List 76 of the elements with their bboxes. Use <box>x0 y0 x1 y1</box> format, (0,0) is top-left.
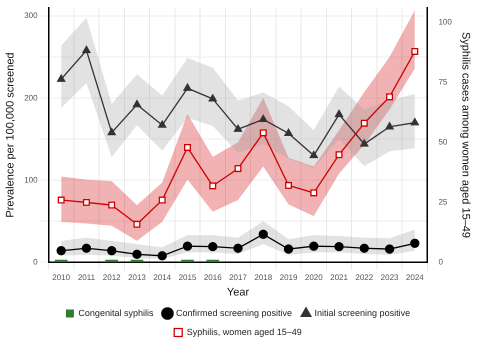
point <box>183 84 192 91</box>
y-tick-label: 300 <box>24 11 38 20</box>
point <box>386 93 394 100</box>
point <box>158 120 166 128</box>
y-tick-label: 0 <box>33 257 38 266</box>
x-tick-label: 2010 <box>52 273 71 282</box>
y2-axis-title: Syphilis cases among women aged 15–49 <box>459 32 472 238</box>
y2-tick-label: 75 <box>438 77 448 86</box>
y-tick-label: 200 <box>24 93 38 102</box>
legend-label: Confirmed screening positive <box>176 308 292 318</box>
x-tick-label: 2019 <box>280 273 298 282</box>
point <box>108 202 116 209</box>
point <box>158 196 166 204</box>
point <box>158 251 167 260</box>
point <box>108 128 116 136</box>
point <box>208 242 218 252</box>
x-tick-label: 2020 <box>304 273 324 282</box>
point <box>285 182 292 189</box>
point <box>56 246 66 256</box>
point <box>384 244 394 254</box>
point <box>284 128 293 136</box>
x-tick-label: 2022 <box>355 273 374 282</box>
point <box>58 196 65 204</box>
point <box>410 238 420 248</box>
point <box>360 244 369 253</box>
y2-tick-label: 0 <box>438 257 444 266</box>
point <box>411 48 418 55</box>
point <box>360 139 368 147</box>
point <box>133 220 140 228</box>
point <box>82 244 92 253</box>
y2-tick-label: 50 <box>438 137 448 146</box>
point <box>82 46 91 54</box>
point <box>310 150 318 158</box>
point <box>233 244 243 253</box>
point <box>410 118 419 126</box>
point <box>385 122 394 130</box>
x-tick-label: 2021 <box>330 273 348 282</box>
point <box>234 124 242 132</box>
point <box>259 114 268 122</box>
legend-label: Congenital syphilis <box>78 308 154 318</box>
y-axis-title: Prevalence per 100,000 screened <box>4 52 17 218</box>
x-tick-label: 2012 <box>102 273 122 282</box>
point <box>182 242 192 251</box>
legend-label: Initial screening positive <box>314 308 410 318</box>
x-tick-label: 2024 <box>406 273 424 282</box>
point <box>57 74 66 82</box>
point <box>107 246 116 256</box>
x-axis-title: Year <box>226 286 250 298</box>
point <box>334 110 344 118</box>
x-tick-label: 2013 <box>128 273 146 282</box>
point <box>82 198 90 206</box>
y-tick-label: 100 <box>24 175 38 184</box>
point <box>310 189 318 196</box>
point <box>336 151 343 158</box>
x-tick-label: 2011 <box>78 273 96 282</box>
point <box>132 100 142 108</box>
x-tick-label: 2018 <box>254 273 273 282</box>
point <box>260 129 267 136</box>
point <box>208 94 217 102</box>
x-tick-label: 2015 <box>178 273 197 282</box>
point <box>360 120 368 127</box>
point <box>258 230 268 239</box>
point <box>132 250 142 259</box>
x-tick-label: 2016 <box>204 273 222 282</box>
legend-label: Syphilis, women aged 15–49 <box>186 326 302 337</box>
point <box>234 165 242 172</box>
x-tick-label: 2017 <box>229 273 248 282</box>
x-tick-label: 2014 <box>153 273 172 282</box>
point <box>334 242 344 252</box>
y2-tick-label: 100 <box>438 17 452 26</box>
point <box>184 144 191 151</box>
point <box>209 182 216 190</box>
y2-tick-label: 25 <box>438 197 448 206</box>
point <box>284 244 294 254</box>
point <box>309 242 318 251</box>
x-tick-label: 2023 <box>380 273 400 282</box>
